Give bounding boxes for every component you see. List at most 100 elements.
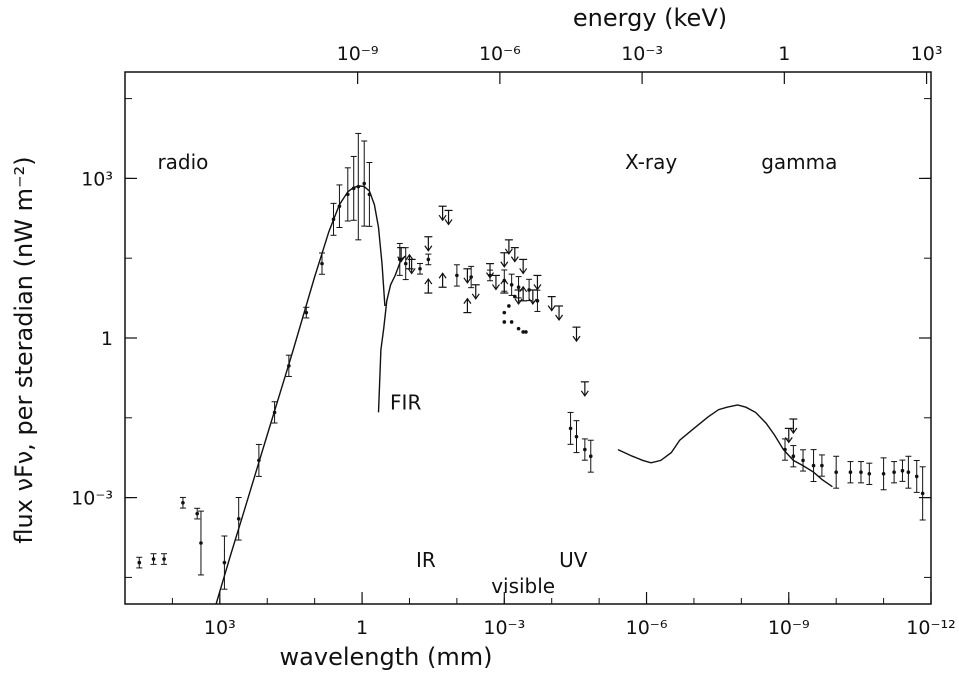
cmb-measurements-point-6 bbox=[320, 261, 324, 266]
cmb-measurements-point-4 bbox=[287, 364, 291, 368]
band-label-ir: IR bbox=[416, 548, 436, 572]
optical-dots-point-1 bbox=[502, 310, 507, 315]
cmb-measurements-point-8 bbox=[337, 204, 342, 209]
x-tick-label-4: 10⁻⁹ bbox=[768, 617, 810, 639]
gamma-points-point-8 bbox=[867, 472, 872, 476]
x-tick-label-3: 10⁻⁶ bbox=[626, 617, 668, 639]
gamma-points-point-3 bbox=[811, 463, 816, 468]
upper-limits-arrowhead-6 bbox=[471, 293, 480, 300]
cmb-measurements-point-9 bbox=[345, 192, 350, 197]
cmb-measurements-point-11 bbox=[356, 184, 361, 189]
x-ray-gamma-spectrum-line bbox=[617, 404, 833, 488]
gamma-points-point-1 bbox=[791, 454, 796, 459]
optical-dots-point-2 bbox=[509, 320, 514, 324]
cmb-measurements-point-5 bbox=[304, 310, 309, 315]
optical-ir-detections-point-4 bbox=[455, 273, 459, 278]
gamma-points-point-13 bbox=[914, 474, 919, 479]
upper-limits-arrowhead-18 bbox=[533, 284, 542, 291]
x-tick-label-5: 10⁻¹² bbox=[906, 617, 955, 639]
band-label-fir: FIR bbox=[390, 391, 421, 415]
lower-limits-arrowhead-1 bbox=[424, 277, 433, 285]
upper-limits-arrowhead-13 bbox=[528, 298, 537, 306]
y-tick-label-1: 1 bbox=[101, 328, 113, 350]
upper-limits-arrowhead-4 bbox=[444, 219, 453, 226]
optical-ir-detections-point-3 bbox=[426, 257, 431, 262]
optical-dots-point-3 bbox=[516, 326, 521, 331]
x2-tick-label-2: 10⁻³ bbox=[621, 43, 663, 65]
radio-background-point-3 bbox=[181, 500, 185, 505]
upper-limits-arrowhead-9 bbox=[500, 261, 509, 268]
optical-ir-detections-point-1 bbox=[403, 261, 408, 266]
upper-limits-arrowhead-11 bbox=[510, 256, 519, 263]
band-label-visible: visible bbox=[491, 574, 555, 598]
optical-ir-detections-point-2 bbox=[418, 266, 422, 271]
gamma-points-point-6 bbox=[848, 470, 853, 475]
upper-limits-arrowhead-3 bbox=[438, 214, 447, 222]
x-tick-label-2: 10⁻³ bbox=[483, 617, 525, 639]
cmb-model-line bbox=[215, 185, 386, 605]
upper-limits-arrowhead-10 bbox=[504, 248, 513, 255]
lower-limits-arrowhead-4 bbox=[500, 277, 509, 285]
gamma-points-point-10 bbox=[892, 470, 896, 475]
y-axis-title: flux νFν, per steradian (nW m⁻²) bbox=[10, 156, 38, 543]
uv-points-point-2 bbox=[583, 447, 587, 452]
optical-dots-point-7 bbox=[513, 294, 517, 299]
upper-limits-arrowhead-16 bbox=[572, 335, 581, 343]
gamma-points-point-0 bbox=[783, 447, 787, 452]
upper-limits-arrowhead-5 bbox=[463, 277, 472, 284]
radio-background-point-5 bbox=[199, 541, 203, 545]
x-tick-label-0: 10³ bbox=[204, 617, 236, 639]
lower-limits-arrowhead-5 bbox=[519, 285, 528, 293]
optical-dots-point-6 bbox=[507, 304, 511, 308]
cmb-measurements-point-13 bbox=[367, 192, 372, 197]
uv-points-point-1 bbox=[574, 434, 579, 439]
axis-layer: 10³110⁻³10⁻⁶10⁻⁹10⁻¹²10⁻⁹10⁻⁶10⁻³110³10⁶… bbox=[71, 43, 956, 639]
optical-ir-detections-point-11 bbox=[535, 299, 540, 303]
x2-tick-label-4: 10³ bbox=[911, 43, 943, 65]
lower-limits-arrowhead-2 bbox=[438, 272, 447, 279]
cmb-measurements-point-10 bbox=[351, 186, 356, 191]
upper-limits-arrowhead-19 bbox=[580, 390, 589, 397]
x-axis-title: wavelength (mm) bbox=[280, 643, 493, 671]
radio-background-point-0 bbox=[137, 560, 142, 565]
gamma-points-point-2 bbox=[801, 458, 805, 463]
upper-limits-arrowhead-12 bbox=[519, 268, 528, 275]
y-tick-label-2: 10⁻³ bbox=[71, 488, 113, 510]
upper-limits-arrowhead-1 bbox=[407, 268, 416, 275]
lower-limits-arrowhead-3 bbox=[463, 297, 472, 304]
gamma-upper-limits-arrowhead-1 bbox=[789, 427, 798, 435]
gamma-upper-limits-arrowhead-0 bbox=[784, 437, 793, 444]
optical-ir-detections-point-9 bbox=[516, 285, 521, 290]
optical-dots-point-5 bbox=[524, 330, 528, 334]
cmb-measurements-point-0 bbox=[222, 560, 227, 565]
plot-layer bbox=[136, 132, 926, 605]
cmb-measurements-point-3 bbox=[272, 410, 277, 415]
upper-limits-arrowhead-14 bbox=[547, 305, 556, 312]
gamma-points-point-7 bbox=[859, 470, 863, 475]
x2-axis-title: energy (keV) bbox=[573, 4, 727, 32]
radio-background-point-1 bbox=[151, 557, 156, 561]
band-label-x-ray: X-ray bbox=[625, 150, 677, 174]
band-label-radio: radio bbox=[157, 150, 208, 174]
upper-limits-arrowhead-7 bbox=[486, 272, 495, 279]
upper-limits-arrowhead-0 bbox=[397, 256, 406, 263]
band-label-uv: UV bbox=[559, 548, 588, 572]
x2-tick-label-3: 1 bbox=[778, 43, 790, 65]
upper-limits-arrowhead-8 bbox=[491, 284, 500, 291]
gamma-points-point-4 bbox=[820, 463, 824, 468]
cmb-measurements-point-12 bbox=[362, 181, 367, 186]
cmb-measurements-point-1 bbox=[236, 516, 241, 521]
gamma-points-point-11 bbox=[900, 468, 905, 473]
gamma-points-point-9 bbox=[881, 472, 886, 476]
gamma-points-point-14 bbox=[920, 491, 925, 496]
x-tick-label-1: 1 bbox=[356, 617, 368, 639]
band-label-gamma: gamma bbox=[761, 150, 837, 174]
optical-dots-point-0 bbox=[502, 320, 507, 324]
uv-points-point-0 bbox=[568, 426, 573, 431]
radio-background-point-2 bbox=[162, 557, 166, 561]
optical-ir-detections-point-8 bbox=[509, 283, 514, 287]
upper-limits-arrowhead-15 bbox=[555, 314, 564, 322]
gamma-points-point-12 bbox=[906, 470, 911, 475]
uv-points-point-3 bbox=[588, 454, 593, 459]
